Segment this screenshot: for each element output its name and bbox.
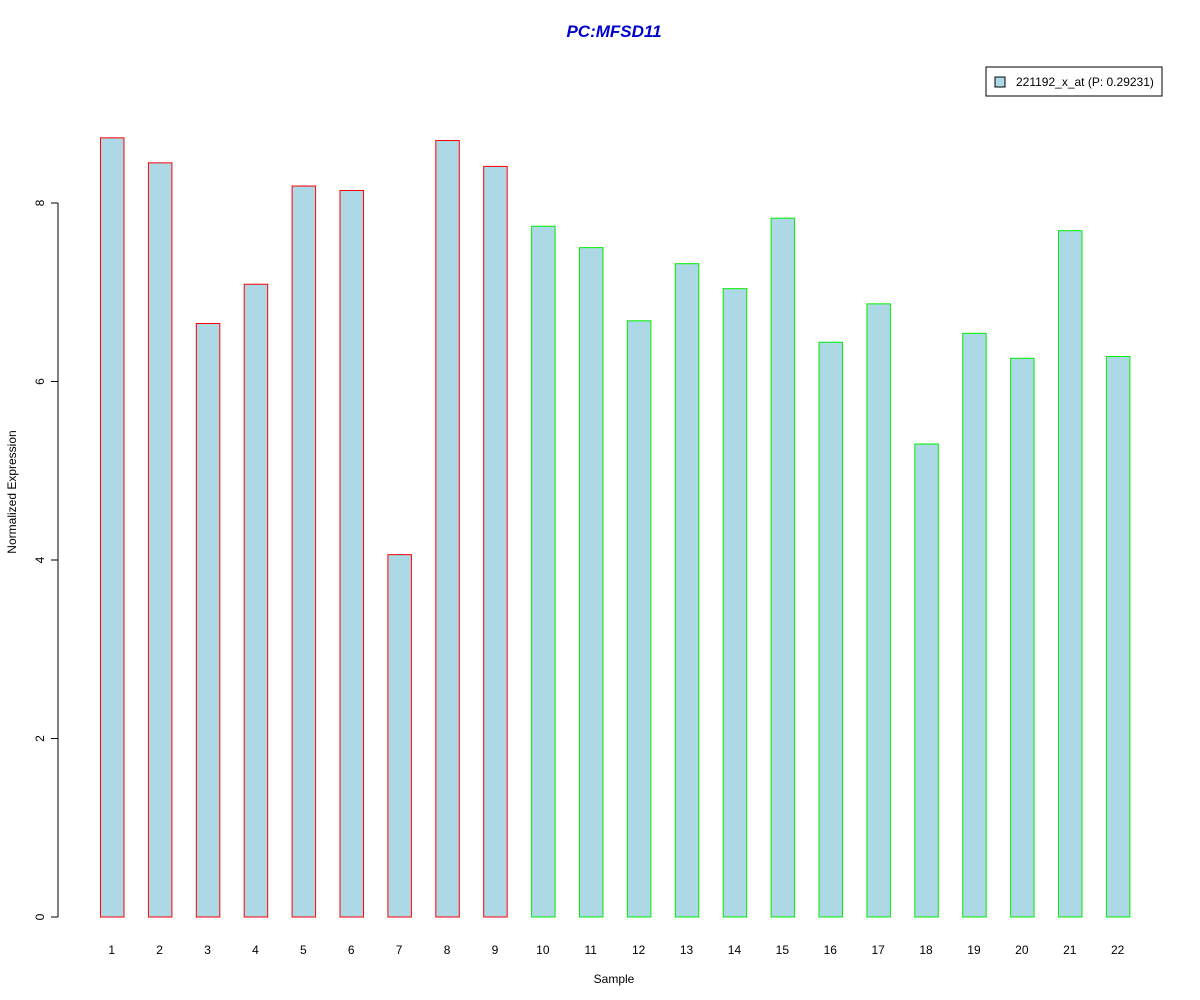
bar-sample-2 xyxy=(147,162,173,918)
legend: 221192_x_at (P: 0.29231) xyxy=(985,66,1163,97)
bar-sample-1 xyxy=(100,137,125,918)
y-axis: 0 2 4 6 8 xyxy=(33,199,59,920)
bar-sample-8 xyxy=(435,140,460,918)
bar-sample-18 xyxy=(914,443,939,918)
x-tick-label: 2 xyxy=(156,943,163,957)
x-tick-label: 22 xyxy=(1111,943,1125,957)
bar-sample-12 xyxy=(626,320,652,918)
x-tick-label: 4 xyxy=(252,943,259,957)
y-tick-label: 8 xyxy=(33,199,47,206)
legend-swatch xyxy=(994,76,1006,88)
bar-sample-14 xyxy=(722,288,748,918)
x-tick-label: 18 xyxy=(919,943,933,957)
x-tick-label: 13 xyxy=(680,943,694,957)
x-tick-labels: 1 2 3 4 5 6 7 8 9 10 11 12 13 14 15 16 17 18 19 20 21 22 xyxy=(108,943,1124,957)
bar-sample-6 xyxy=(339,190,364,918)
x-tick-label: 8 xyxy=(444,943,451,957)
legend-entry: 221192_x_at (P: 0.29231) xyxy=(1016,75,1154,89)
chart-title: PC:MFSD11 xyxy=(566,22,661,41)
x-tick-label: 12 xyxy=(632,943,646,957)
bar-sample-11 xyxy=(579,247,604,918)
y-tick-label: 4 xyxy=(33,556,47,563)
x-tick-label: 19 xyxy=(967,943,981,957)
x-tick-label: 15 xyxy=(776,943,790,957)
y-tick-label: 2 xyxy=(33,735,47,742)
x-tick-label: 20 xyxy=(1015,943,1029,957)
bars xyxy=(100,137,1131,918)
bar-sample-7 xyxy=(387,554,412,918)
bar-sample-21 xyxy=(1058,230,1083,918)
bar-sample-4 xyxy=(243,283,269,918)
bar-sample-22 xyxy=(1105,356,1131,918)
y-axis-label: Normalized Expression xyxy=(5,430,19,553)
bar-sample-13 xyxy=(674,263,700,918)
x-tick-label: 3 xyxy=(204,943,211,957)
bar-sample-16 xyxy=(818,341,843,918)
x-tick-label: 10 xyxy=(536,943,550,957)
x-tick-label: 21 xyxy=(1063,943,1077,957)
legend-box xyxy=(985,66,1163,97)
x-tick-label: 14 xyxy=(728,943,742,957)
x-tick-label: 9 xyxy=(492,943,499,957)
bar-sample-20 xyxy=(1010,357,1035,918)
bar-sample-10 xyxy=(531,225,556,918)
y-tick-label: 0 xyxy=(33,913,47,920)
x-tick-label: 16 xyxy=(824,943,838,957)
x-tick-label: 5 xyxy=(300,943,307,957)
x-axis-label: Sample xyxy=(594,972,635,986)
x-tick-label: 1 xyxy=(108,943,115,957)
x-tick-label: 11 xyxy=(585,943,598,957)
x-tick-label: 6 xyxy=(348,943,355,957)
bar-sample-15 xyxy=(770,217,796,918)
x-tick-label: 17 xyxy=(871,943,885,957)
y-tick-label: 6 xyxy=(33,378,47,385)
x-tick-label: 7 xyxy=(396,943,403,957)
bar-sample-19 xyxy=(962,332,987,918)
bar-sample-5 xyxy=(291,185,317,918)
bar-sample-17 xyxy=(866,303,891,918)
bar-sample-9 xyxy=(483,165,508,918)
bar-sample-3 xyxy=(195,322,221,918)
